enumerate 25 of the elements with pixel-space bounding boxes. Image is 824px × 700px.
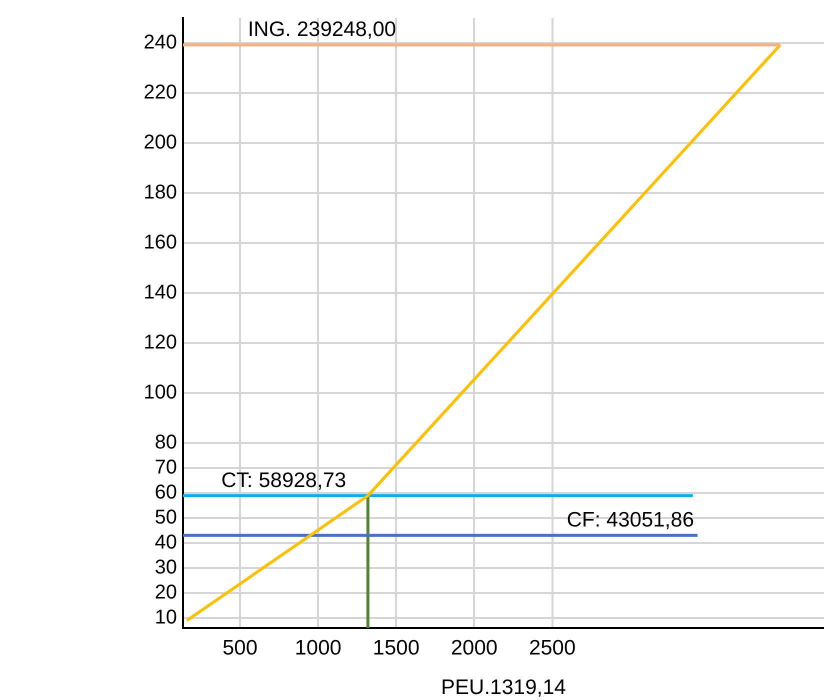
annotation: CT: 58928,73 xyxy=(221,468,346,492)
y-tick-label: 20 xyxy=(154,582,177,604)
text: PEU.1319,14 xyxy=(441,676,566,699)
y-tick-label: 240 xyxy=(144,32,177,54)
y-tick-label: 160 xyxy=(144,232,177,254)
x-tick-label: 2000 xyxy=(450,636,498,660)
y-tick-label: 100 xyxy=(144,382,177,404)
annotation: ING. 239248,00 xyxy=(248,18,396,42)
x-tick-label: 2500 xyxy=(528,636,576,660)
y-tick-label: 200 xyxy=(144,132,177,154)
x-tick-label: 1000 xyxy=(294,636,342,660)
y-tick-label: 60 xyxy=(154,482,177,504)
annotation: CF: 43051,86 xyxy=(566,508,694,532)
y-tick-label: 70 xyxy=(154,456,177,479)
x-tick-label: 500 xyxy=(222,636,258,660)
y-tick-label: 180 xyxy=(144,182,177,204)
y-tick-label: 80 xyxy=(154,432,177,454)
y-tick-label: 30 xyxy=(154,556,177,579)
y-tick-label: 50 xyxy=(154,506,177,529)
y-tick-label: 40 xyxy=(154,532,177,554)
y-tick-label: 10 xyxy=(154,606,177,629)
y-tick-label: 120 xyxy=(144,332,177,354)
x-tick-label: 1500 xyxy=(372,636,420,660)
y-tick-label: 220 xyxy=(144,82,177,104)
y-tick-label: 140 xyxy=(144,282,177,304)
